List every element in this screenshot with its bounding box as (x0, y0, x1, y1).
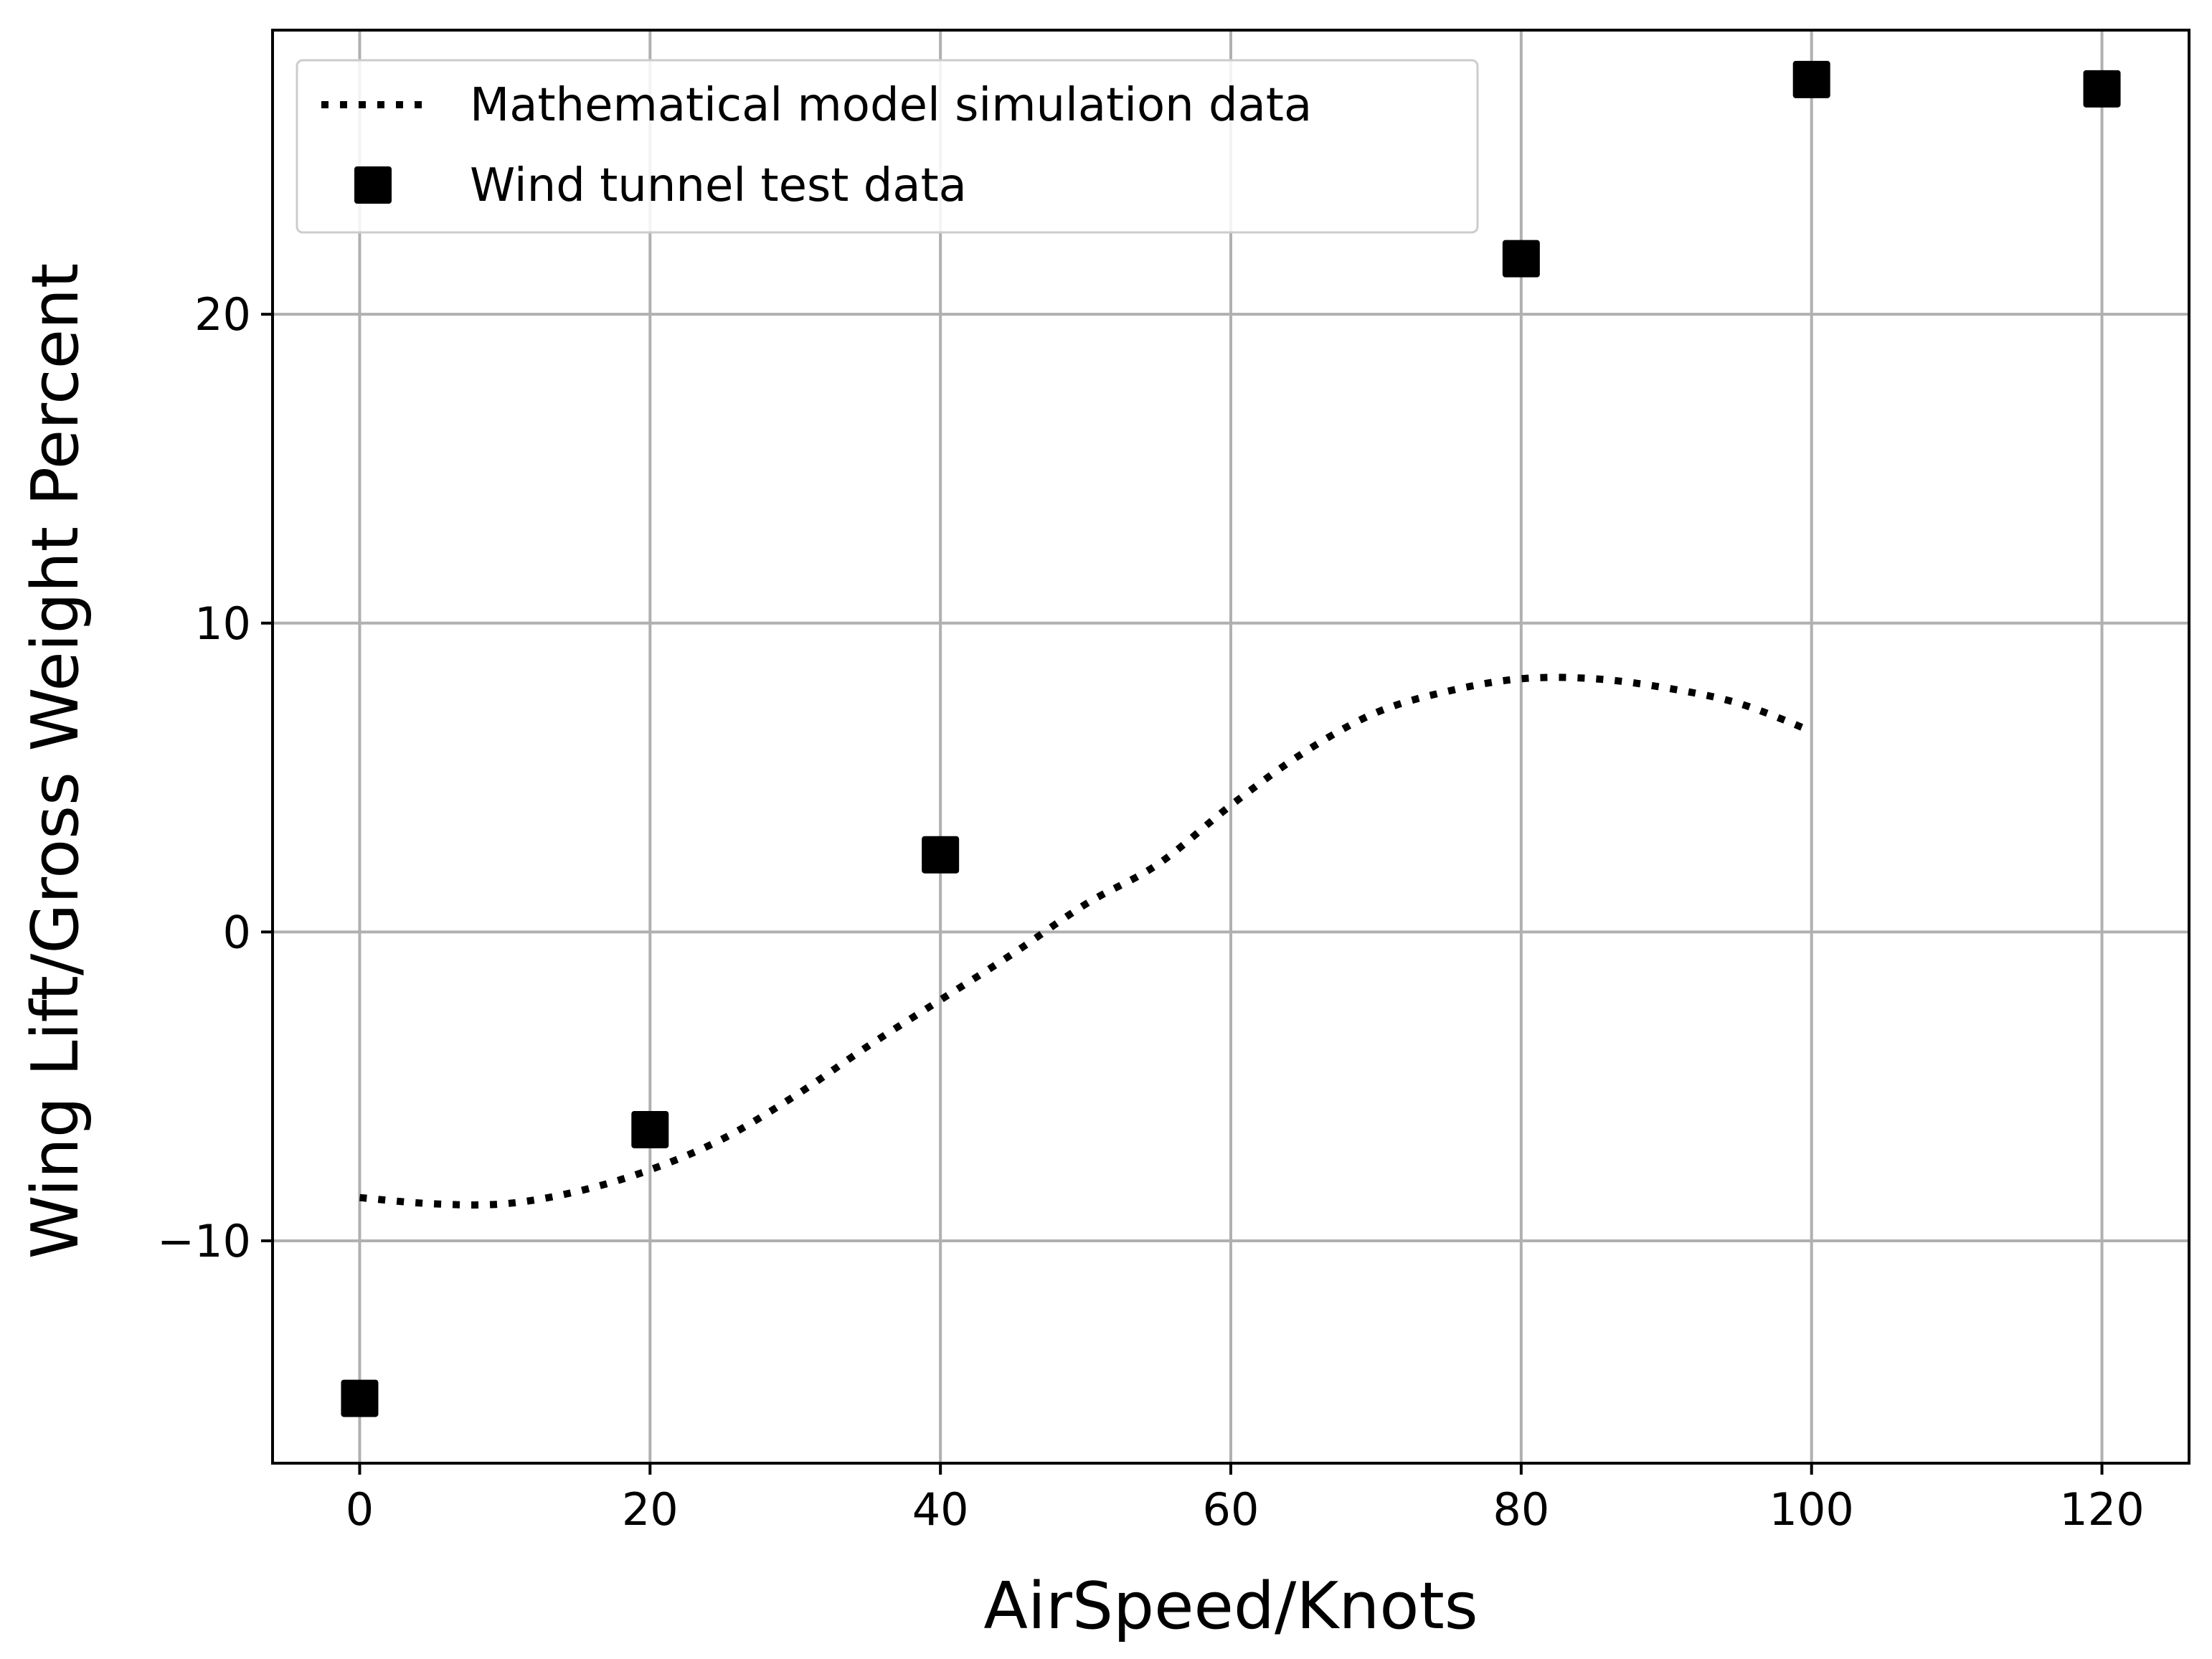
legend-label-wind-tunnel: Wind tunnel test data (470, 159, 967, 212)
y-tick-label: −10 (157, 1215, 251, 1267)
wind-tunnel-point (2083, 70, 2121, 108)
x-tick-label: 60 (1203, 1483, 1259, 1536)
grid (273, 30, 2189, 1463)
x-tick-label: 40 (912, 1483, 969, 1536)
wind-tunnel-point (922, 836, 960, 874)
x-tick-label: 100 (1769, 1483, 1854, 1536)
test-data-marker-layer (341, 60, 2121, 1417)
y-tick-label: 20 (194, 288, 251, 341)
wind-tunnel-point (341, 1379, 379, 1417)
wind-tunnel-point (1792, 60, 1830, 98)
y-axis-label: Wing Lift/Gross Weight Percent (18, 263, 93, 1259)
y-tick-label: 10 (194, 597, 251, 650)
legend-box (296, 59, 1479, 234)
x-tick-label: 0 (346, 1483, 374, 1536)
legend-label-simulation: Mathematical model simulation data (470, 79, 1312, 132)
x-tick-label: 20 (622, 1483, 679, 1536)
wind-tunnel-point (631, 1110, 669, 1148)
simulation-curve (359, 673, 1813, 1209)
wind-tunnel-point (1502, 240, 1540, 278)
simulation-line-layer (359, 673, 1813, 1209)
x-axis-label: AirSpeed/Knots (983, 1569, 1478, 1644)
x-axis-ticks: 0 20 40 60 80 100 120 (346, 1463, 2145, 1536)
y-axis-ticks: −10 0 10 20 (157, 288, 273, 1267)
legend-square-marker-sample (354, 166, 392, 204)
x-tick-label: 80 (1493, 1483, 1549, 1536)
y-tick-label: 0 (223, 906, 251, 958)
legend: Mathematical model simulation data Wind … (296, 59, 1479, 234)
x-tick-label: 120 (2059, 1483, 2144, 1536)
